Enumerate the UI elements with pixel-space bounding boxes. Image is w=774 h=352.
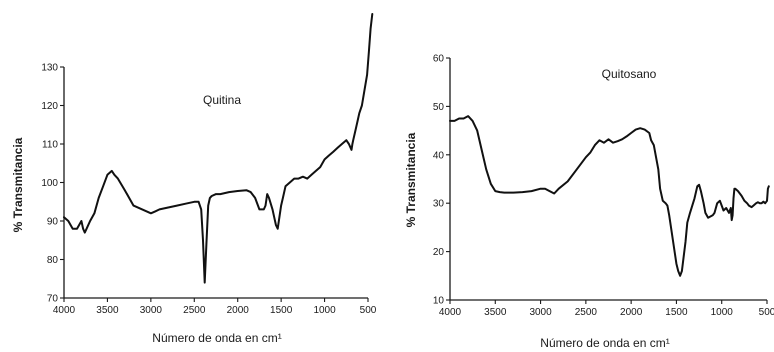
ticks-group: 4000 3500 3000 2500 2000 1500 1000 500 70 80 90 100… <box>41 63 376 317</box>
chart-quitina: Quitina % Transmitancia Número de onda e… <box>11 13 377 345</box>
x-tick-label: 1000 <box>711 307 734 318</box>
y-tick-label: 110 <box>42 140 58 151</box>
axis-frame <box>449 58 767 301</box>
y-tick-label: 90 <box>47 217 59 228</box>
x-tick-label: 2000 <box>620 307 643 318</box>
x-tick-label: 2000 <box>227 305 250 316</box>
x-tick-label: 2500 <box>183 305 206 316</box>
y-tick-label: 30 <box>433 199 445 210</box>
series-line <box>63 13 374 284</box>
y-tick-label: 10 <box>433 296 445 307</box>
x-tick-label: 1500 <box>665 307 688 318</box>
y-tick-label: 50 <box>433 102 445 113</box>
chart-title: Quitina <box>203 93 241 107</box>
x-tick-label: 500 <box>759 307 774 318</box>
y-tick-label: 60 <box>433 54 445 65</box>
x-axis-label: Número de onda en cm¹ <box>540 336 669 350</box>
y-tick-label: 80 <box>47 255 59 266</box>
x-tick-label: 3500 <box>96 305 119 316</box>
x-tick-label: 3000 <box>529 307 552 318</box>
y-axis-label: % Transmitancia <box>11 137 25 232</box>
y-tick-label: 100 <box>41 178 58 189</box>
ticks-group: 4000 3500 3000 2500 2000 1500 1000 500 10 20 30 40 5… <box>433 54 774 319</box>
chart-title: Quitosano <box>602 67 657 81</box>
y-axis-label: % Transmitancia <box>404 132 418 227</box>
x-tick-label: 500 <box>360 305 377 316</box>
y-tick-label: 20 <box>433 247 445 258</box>
x-tick-label: 3500 <box>484 307 507 318</box>
x-tick-label: 3000 <box>140 305 163 316</box>
y-tick-label: 130 <box>41 63 58 74</box>
y-tick-label: 40 <box>433 150 445 161</box>
y-tick-label: 120 <box>41 101 58 112</box>
chart-quitosano: Quitosano % Transmitancia Número de onda… <box>404 54 774 351</box>
x-tick-label: 4000 <box>53 305 76 316</box>
y-tick-label: 70 <box>47 294 59 305</box>
axis-frame <box>63 67 368 299</box>
x-tick-label: 1500 <box>270 305 293 316</box>
series-line <box>449 115 770 277</box>
x-tick-label: 2500 <box>575 307 598 318</box>
x-tick-label: 4000 <box>439 307 462 318</box>
x-axis-label: Número de onda en cm¹ <box>152 331 281 345</box>
x-tick-label: 1000 <box>313 305 336 316</box>
